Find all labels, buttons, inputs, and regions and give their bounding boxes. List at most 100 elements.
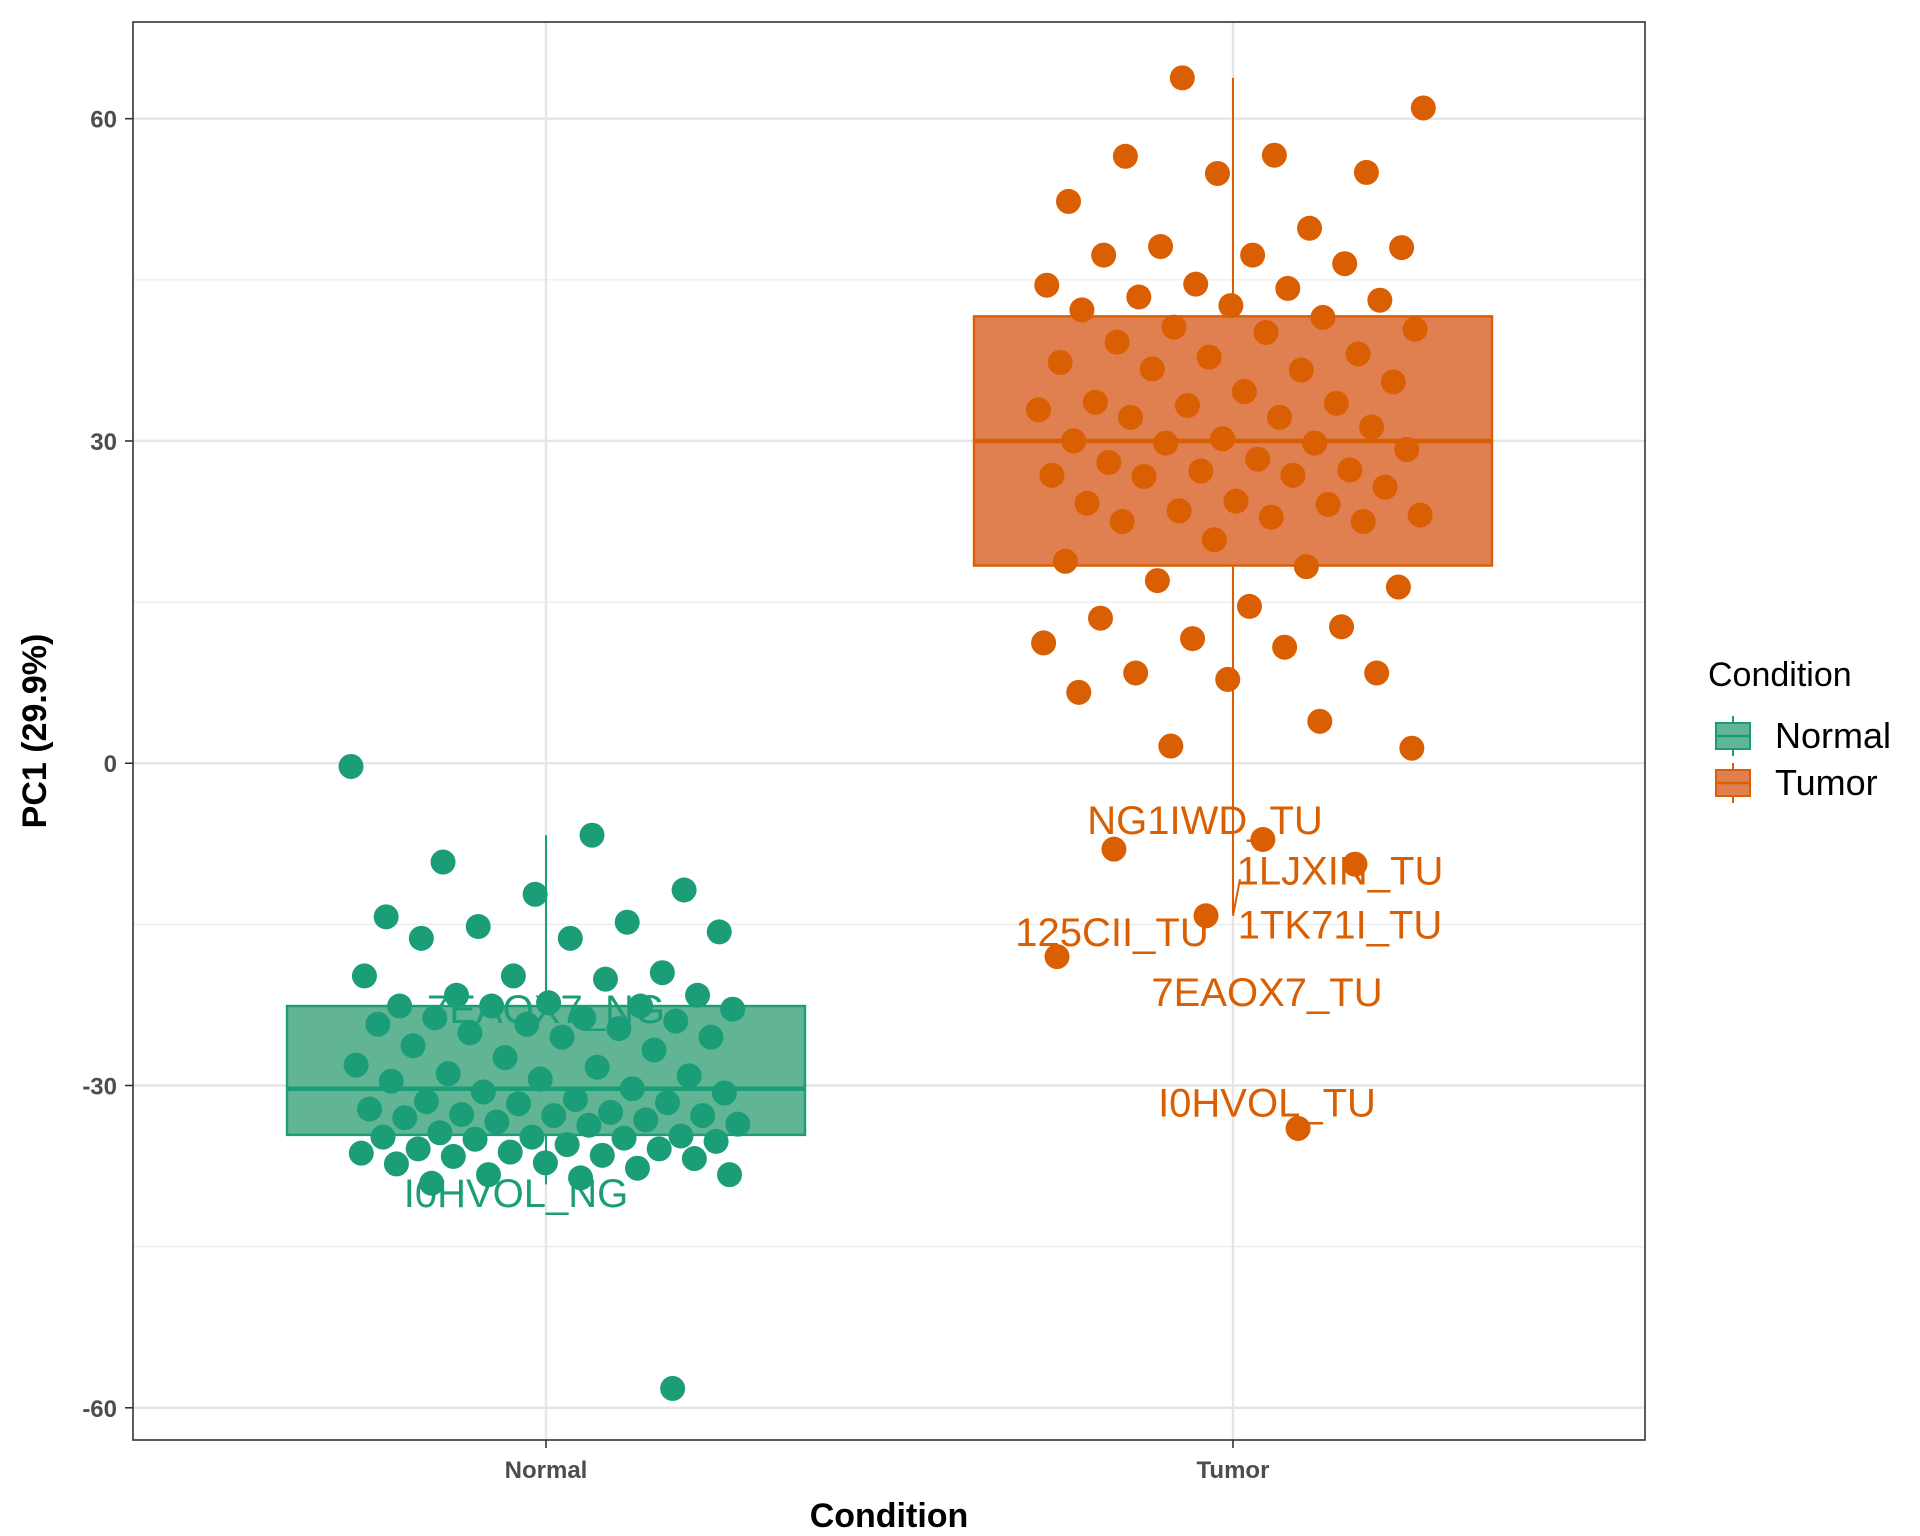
data-point-normal xyxy=(387,993,413,1019)
data-point-normal xyxy=(717,1162,743,1188)
data-point-normal xyxy=(646,1136,672,1162)
data-point-normal xyxy=(470,1079,496,1105)
data-point-tumor xyxy=(1031,630,1057,656)
data-point-normal xyxy=(465,914,491,940)
data-point-normal xyxy=(598,1099,624,1125)
data-point-tumor xyxy=(1402,316,1428,342)
data-point-normal xyxy=(500,963,526,989)
data-point-tumor xyxy=(1410,95,1436,121)
data-point-normal xyxy=(430,849,456,875)
data-point-tumor xyxy=(1218,293,1244,319)
data-point-tumor xyxy=(1359,414,1385,440)
data-point-normal xyxy=(562,1086,588,1112)
data-point-tumor xyxy=(1126,284,1152,310)
data-point-tumor xyxy=(1158,733,1184,759)
data-point-tumor xyxy=(1112,143,1138,169)
data-point-normal xyxy=(408,925,434,951)
data-point-normal xyxy=(343,1052,369,1078)
point-label: 1TK71I_TU xyxy=(1238,903,1443,947)
data-point-tumor xyxy=(1236,593,1262,619)
data-point-normal xyxy=(711,1080,737,1106)
data-point-tumor xyxy=(1297,215,1323,241)
data-point-tumor xyxy=(1069,297,1095,323)
data-point-normal xyxy=(348,1140,374,1166)
data-point-tumor xyxy=(1144,568,1170,594)
data-point-tumor xyxy=(1285,1115,1311,1141)
data-point-normal xyxy=(641,1037,667,1063)
point-label: NG1IWD_TU xyxy=(1087,799,1323,843)
data-point-normal xyxy=(427,1120,453,1146)
y-tick-label: 60 xyxy=(90,107,117,134)
point-label: 7EAOX7_NG xyxy=(427,988,665,1032)
data-point-normal xyxy=(479,993,505,1019)
data-point-normal xyxy=(549,1024,575,1050)
panel-border xyxy=(132,21,1646,1441)
data-point-tumor xyxy=(1380,369,1406,395)
data-point-tumor xyxy=(1188,458,1214,484)
data-point-tumor xyxy=(1139,356,1165,382)
data-point-tumor xyxy=(1201,527,1227,553)
data-point-tumor xyxy=(1123,660,1149,686)
data-point-tumor xyxy=(1047,350,1073,376)
data-point-normal xyxy=(370,1124,396,1150)
data-point-normal xyxy=(392,1105,418,1131)
data-point-normal xyxy=(435,1061,461,1087)
data-point-normal xyxy=(475,1162,501,1188)
data-point-tumor xyxy=(1169,65,1195,91)
data-point-normal xyxy=(649,960,675,986)
data-point-tumor xyxy=(1204,160,1230,186)
data-point-tumor xyxy=(1350,509,1376,535)
data-point-normal xyxy=(532,1150,558,1176)
data-point-normal xyxy=(628,993,654,1019)
data-point-tumor xyxy=(1074,490,1100,516)
data-point-normal xyxy=(725,1111,751,1137)
data-point-normal xyxy=(514,1011,540,1037)
point-label: 7EAOX7_TU xyxy=(1151,971,1382,1015)
data-point-tumor xyxy=(1266,404,1292,430)
data-point-tumor xyxy=(1082,389,1108,415)
point-label: 125CII_TU xyxy=(1015,911,1208,955)
data-point-normal xyxy=(378,1068,404,1094)
data-point-tumor xyxy=(1025,397,1051,423)
data-point-tumor xyxy=(1315,491,1341,517)
grid-lines xyxy=(133,22,1645,1440)
data-point-tumor xyxy=(1337,457,1363,483)
data-point-tumor xyxy=(1261,142,1287,168)
data-point-tumor xyxy=(1329,614,1355,640)
data-point-normal xyxy=(633,1107,659,1133)
data-point-tumor xyxy=(1310,304,1336,330)
data-point-normal xyxy=(440,1143,466,1169)
data-point-tumor xyxy=(1196,344,1222,370)
data-point-tumor xyxy=(1101,836,1127,862)
data-point-normal xyxy=(685,982,711,1008)
data-point-tumor xyxy=(1353,159,1379,185)
data-point-tumor xyxy=(1034,272,1060,298)
x-tick-label: Normal xyxy=(505,1457,588,1484)
data-point-normal xyxy=(536,990,562,1016)
data-point-normal xyxy=(519,1124,545,1150)
data-point-tumor xyxy=(1258,504,1284,530)
data-point-tumor xyxy=(1180,626,1206,652)
data-point-normal xyxy=(506,1091,532,1117)
data-point-tumor xyxy=(1109,509,1135,535)
data-point-tumor xyxy=(1342,851,1368,877)
data-point-tumor xyxy=(1166,498,1192,524)
data-point-tumor xyxy=(1385,574,1411,600)
data-point-tumor xyxy=(1367,287,1393,313)
data-point-tumor xyxy=(1275,275,1301,301)
data-point-tumor xyxy=(1183,271,1209,297)
data-point-tumor xyxy=(1250,826,1276,852)
data-point-normal xyxy=(720,996,746,1022)
data-point-tumor xyxy=(1332,251,1358,277)
data-point-normal xyxy=(568,1165,594,1191)
y-axis-title: PC1 (29.9%) xyxy=(16,634,54,829)
data-point-tumor xyxy=(1215,666,1241,692)
label-connector xyxy=(1232,879,1241,916)
data-point-normal xyxy=(654,1090,680,1116)
y-tick-label: 30 xyxy=(90,429,117,456)
data-point-tumor xyxy=(1345,341,1371,367)
data-point-normal xyxy=(619,1076,645,1102)
legend-label-normal: Normal xyxy=(1775,715,1891,756)
data-point-normal xyxy=(497,1139,523,1165)
data-point-normal xyxy=(571,1005,597,1031)
